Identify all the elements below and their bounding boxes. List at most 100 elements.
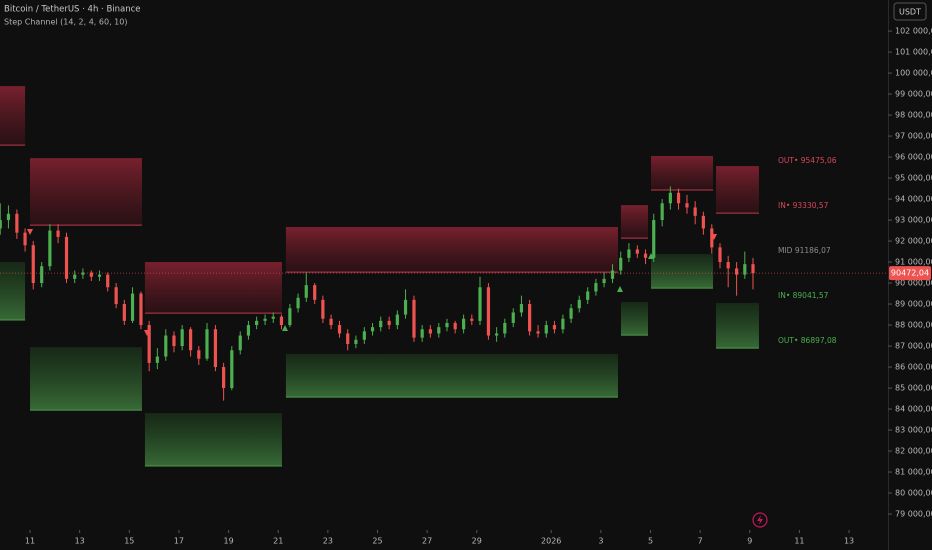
candle-body	[130, 293, 135, 321]
alert-icon[interactable]	[752, 512, 768, 528]
alert-circle[interactable]	[752, 512, 768, 528]
upper-channel	[144, 262, 282, 314]
currency-label[interactable]: USDT	[899, 8, 921, 17]
level-label: MID 91186,07	[778, 246, 831, 255]
candle-body	[48, 230, 52, 267]
plot-area	[0, 86, 888, 467]
x-tick-label: 27	[422, 537, 432, 546]
chart-title: Bitcoin / TetherUS · 4h · Binance	[4, 5, 141, 15]
y-tick-label: 99 000,00	[895, 90, 932, 99]
lower-channel	[716, 303, 759, 349]
x-tick-label: 11	[25, 537, 35, 546]
x-tick-label: 17	[174, 537, 184, 546]
x-tick-label: 23	[323, 537, 333, 546]
candle-body	[726, 262, 730, 269]
currency-button[interactable]	[893, 2, 927, 21]
y-tick-label: 102 000,00	[895, 27, 932, 36]
candle-body	[387, 320, 391, 326]
candle-body	[354, 339, 358, 344]
y-tick-label: 91 000,00	[895, 258, 932, 267]
candle-body	[230, 350, 234, 389]
candle-body	[586, 291, 590, 300]
y-tick-label: 89 000,00	[895, 300, 932, 309]
upper-channel	[0, 86, 26, 146]
candle-body	[660, 203, 664, 221]
candle-body	[89, 272, 93, 277]
y-tick-label: 95 000,00	[895, 174, 932, 183]
y-tick-label: 100 000,00	[895, 69, 932, 78]
candle-body	[222, 367, 226, 389]
x-tick-label: 11	[794, 537, 804, 546]
upper-channel	[285, 226, 618, 273]
candle-body	[0, 220, 2, 229]
y-tick-label: 86 000,00	[895, 363, 932, 372]
buy-signal	[282, 325, 288, 331]
sell-signal	[711, 234, 717, 240]
candle-body	[296, 297, 300, 309]
candle-body	[180, 329, 184, 347]
candle-body	[370, 327, 375, 332]
candle-body	[263, 318, 267, 321]
candle-body	[288, 308, 292, 326]
price-axis: 79 000,00 80 000,00 81 000,00 82 000,00 83 0…	[888, 27, 932, 519]
y-tick-label: 88 000,00	[895, 321, 932, 330]
lower-channel	[0, 262, 26, 321]
y-tick-label: 92 000,00	[895, 237, 932, 246]
lower-channel	[144, 413, 282, 466]
candle-body	[362, 331, 366, 340]
candle-body	[635, 249, 639, 254]
candle-body	[536, 331, 540, 334]
y-tick-label: 101 000,00	[895, 48, 932, 57]
level-label: IN• 93330,57	[778, 201, 829, 210]
candle-body	[462, 318, 466, 330]
candle-body	[255, 320, 259, 326]
x-tick-label: 19	[223, 537, 233, 546]
level-label: OUT• 86897,08	[778, 336, 837, 345]
y-tick-label: 83 000,00	[895, 426, 932, 435]
x-tick-label: 7	[698, 537, 703, 546]
buy-signal	[617, 286, 623, 292]
x-tick-label: 5	[648, 537, 653, 546]
candle-body	[577, 299, 581, 309]
candle-body	[453, 322, 457, 330]
candle-body	[205, 329, 209, 359]
candle-body	[735, 268, 739, 275]
candle-body	[412, 299, 416, 338]
last-price-label: 90472,04	[891, 269, 929, 278]
candle-body	[552, 325, 557, 330]
candle-body	[31, 245, 35, 284]
y-tick-label: 80 000,00	[895, 489, 932, 498]
y-tick-label: 79 000,00	[895, 510, 932, 519]
candle-body	[428, 329, 432, 334]
candle-body	[122, 304, 126, 321]
candle-body	[503, 322, 507, 334]
candle-body	[594, 283, 598, 292]
candle-body	[486, 287, 491, 336]
candle-body	[627, 249, 631, 258]
candle-body	[652, 220, 656, 258]
candle-body	[470, 318, 474, 321]
candle-body	[437, 327, 441, 334]
candle-body	[197, 350, 201, 359]
candle-body	[238, 335, 242, 351]
y-tick-label: 94 000,00	[895, 195, 932, 204]
candle-body	[23, 232, 27, 246]
candle-body	[73, 274, 77, 279]
candle-body	[271, 316, 275, 319]
alert-bolt[interactable]	[757, 515, 763, 525]
candle-body	[346, 333, 350, 344]
level-label: OUT• 95475,06	[778, 156, 837, 165]
candle-body	[213, 329, 218, 368]
y-tick-label: 82 000,00	[895, 447, 932, 456]
sell-signal	[27, 229, 33, 235]
candle-body	[304, 285, 308, 298]
candle-body	[569, 308, 573, 319]
candle-body	[668, 192, 672, 204]
lower-channel	[30, 347, 142, 411]
y-tick-label: 84 000,00	[895, 405, 932, 414]
y-tick-label: 85 000,00	[895, 384, 932, 393]
candle-body	[403, 299, 408, 315]
y-tick-label: 97 000,00	[895, 132, 932, 141]
